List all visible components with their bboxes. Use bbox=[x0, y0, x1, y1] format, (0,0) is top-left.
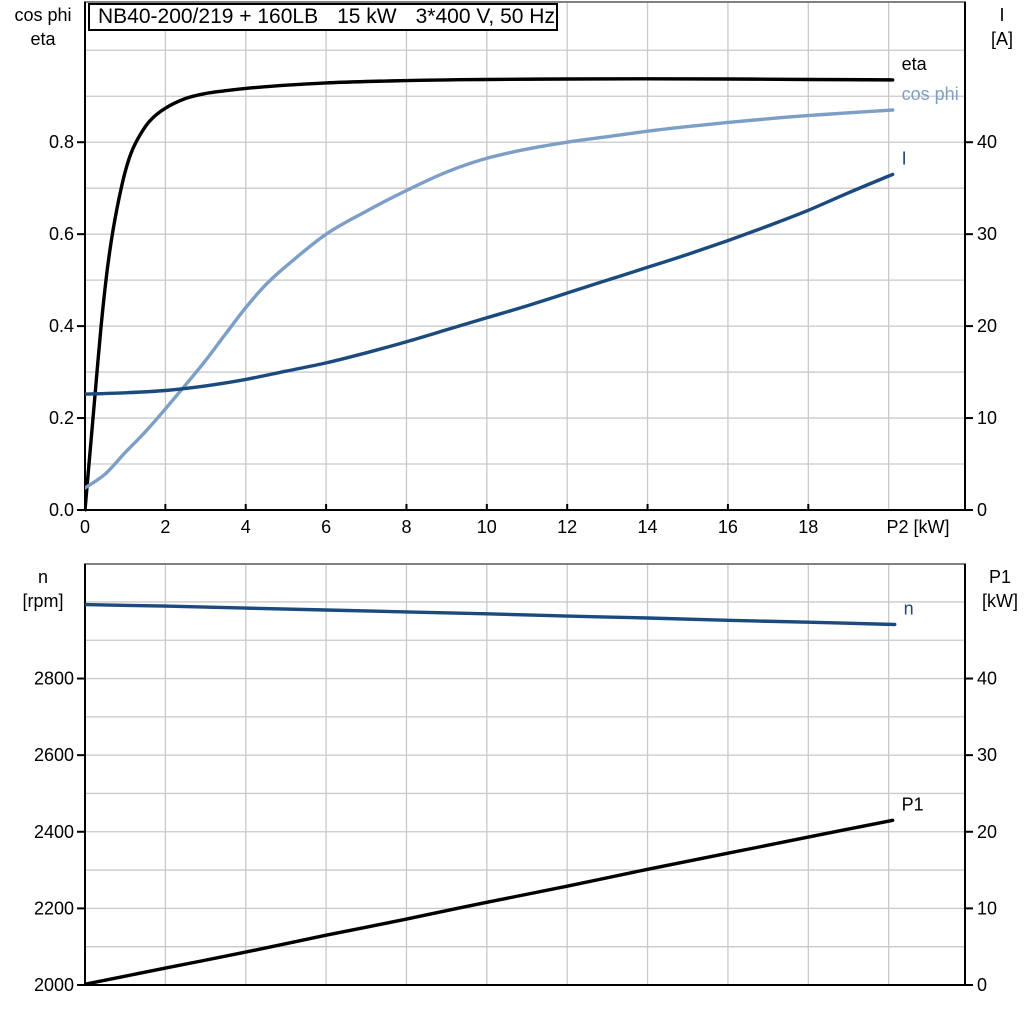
series-I-label: I bbox=[902, 148, 907, 168]
bottom-left-axis-header: n [rpm] bbox=[4, 565, 82, 613]
mechanical-left-tick-label: 2400 bbox=[34, 822, 74, 842]
p1-axis-label: P1 bbox=[988, 567, 1012, 587]
electrical-x-tick-label: 16 bbox=[718, 517, 738, 537]
electrical-right-tick-label: 40 bbox=[977, 132, 997, 152]
electrical-left-tick-label: 0.4 bbox=[49, 316, 74, 336]
mechanical-left-tick-label: 2200 bbox=[34, 898, 74, 918]
mechanical-left-tick-label: 2600 bbox=[34, 745, 74, 765]
electrical-x-tick-label: 12 bbox=[557, 517, 577, 537]
electrical-left-tick-label: 0.2 bbox=[49, 408, 74, 428]
series-P1-curve bbox=[85, 818, 895, 986]
electrical-right-tick-label: 10 bbox=[977, 408, 997, 428]
top-left-axis-header: cos phi eta bbox=[6, 3, 80, 51]
supply-label: 3*400 V, 50 Hz bbox=[415, 5, 555, 28]
electrical-left-tick-label: 0.6 bbox=[49, 224, 74, 244]
electrical-x-tick-label: 2 bbox=[160, 517, 170, 537]
series-cos-phi-label: cos phi bbox=[902, 84, 959, 104]
series-n-label: n bbox=[904, 599, 914, 619]
cos-phi-axis-label: cos phi bbox=[14, 5, 72, 25]
electrical-x-tick-label: 14 bbox=[638, 517, 658, 537]
electrical-x-tick-label: 8 bbox=[401, 517, 411, 537]
electrical-x-tick-label: 4 bbox=[241, 517, 251, 537]
motor-power-label: 15 kW bbox=[337, 5, 397, 28]
bottom-right-axis-header: P1 [kW] bbox=[976, 565, 1024, 613]
series-I-curve bbox=[85, 172, 895, 396]
electrical-right-tick-label: 0 bbox=[977, 500, 987, 520]
electrical-left-tick-label: 0.0 bbox=[49, 500, 74, 520]
electrical-right-tick-label: 30 bbox=[977, 224, 997, 244]
top-right-axis-header: I [A] bbox=[979, 3, 1024, 51]
series-cos-phi-curve bbox=[85, 108, 895, 490]
mechanical-right-tick-label: 20 bbox=[977, 822, 997, 842]
electrical-x-tick-label: 10 bbox=[477, 517, 497, 537]
electrical-x-tick-label: 0 bbox=[80, 517, 90, 537]
pump-model-label: NB40-200/219 + 160LB bbox=[98, 5, 319, 28]
mechanical-right-tick-label: 30 bbox=[977, 745, 997, 765]
series-eta-label: eta bbox=[902, 54, 928, 74]
electrical-left-tick-label: 0.8 bbox=[49, 132, 74, 152]
mechanical-left-tick-label: 2000 bbox=[34, 975, 74, 995]
mechanical-right-tick-label: 0 bbox=[977, 975, 987, 995]
current-axis-label: I bbox=[999, 5, 1005, 25]
speed-axis-label: n bbox=[37, 567, 48, 587]
current-unit-label: [A] bbox=[990, 29, 1013, 49]
chart-title-box: NB40-200/219 + 160LB 15 kW 3*400 V, 50 H… bbox=[88, 3, 558, 31]
p1-unit-label: [kW] bbox=[982, 591, 1018, 611]
speed-unit-label: [rpm] bbox=[22, 591, 64, 611]
electrical-x-tick-label: 6 bbox=[321, 517, 331, 537]
mechanical-left-tick-label: 2800 bbox=[34, 669, 74, 689]
series-n-curve bbox=[85, 602, 897, 627]
electrical-x-tick-label: 18 bbox=[798, 517, 818, 537]
electrical-right-tick-label: 20 bbox=[977, 316, 997, 336]
mechanical-right-tick-label: 10 bbox=[977, 898, 997, 918]
series-P1-label: P1 bbox=[902, 794, 924, 814]
electrical-x-axis-unit-label: P2 [kW] bbox=[886, 517, 949, 537]
series-eta-curve bbox=[85, 77, 895, 512]
mechanical-right-tick-label: 40 bbox=[977, 669, 997, 689]
eta-axis-label: eta bbox=[30, 29, 56, 49]
